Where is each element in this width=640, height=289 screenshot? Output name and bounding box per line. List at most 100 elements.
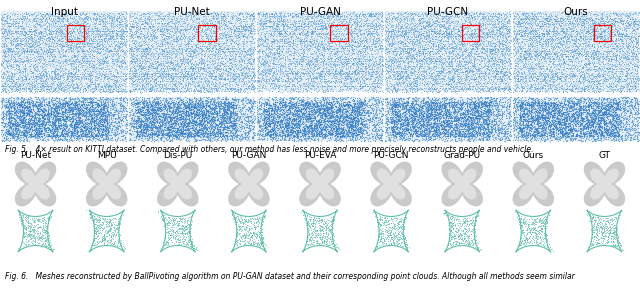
Point [589,227,600,232]
Point [361,58,371,63]
Point [612,107,623,112]
Point [91,86,101,91]
Point [303,27,313,32]
Point [584,25,594,29]
Point [72,125,82,129]
Point [0,89,8,94]
Point [248,58,258,63]
Point [399,121,410,125]
Point [178,127,188,131]
Point [49,129,60,134]
Point [372,71,383,75]
Point [106,27,116,31]
Point [218,118,228,123]
Point [435,30,445,35]
Point [61,14,72,18]
Point [188,66,198,71]
Point [598,111,608,116]
Point [406,112,417,117]
Point [422,42,432,46]
Point [491,46,501,51]
Point [478,21,488,26]
Point [115,102,125,106]
Point [109,240,120,244]
Point [269,86,279,91]
Point [139,54,149,59]
Point [355,130,365,134]
Point [101,95,111,99]
Point [447,20,457,24]
Point [178,115,188,119]
Point [450,51,460,56]
Point [192,83,202,88]
Point [190,89,200,93]
Point [172,36,182,41]
Point [298,116,308,121]
Point [630,97,640,101]
Point [612,114,623,119]
Point [559,110,569,114]
Point [614,25,625,29]
Point [516,34,526,38]
Point [287,112,298,116]
Point [303,126,313,130]
Point [0,21,10,26]
Point [314,88,324,92]
Point [73,64,83,69]
Point [38,71,49,76]
Point [575,95,586,100]
Point [169,37,179,42]
Point [463,54,474,58]
Point [447,74,458,79]
Point [250,241,260,246]
Point [484,61,494,66]
Point [259,113,269,118]
Point [36,16,47,21]
Point [236,117,246,122]
Point [47,68,57,73]
Point [83,41,93,45]
Point [180,105,191,110]
Point [100,129,110,134]
Point [614,76,624,81]
Point [64,103,74,108]
Point [449,40,459,44]
Point [205,86,215,91]
Point [134,101,144,105]
Point [526,137,536,142]
Point [169,21,179,25]
Point [42,101,52,105]
Point [130,44,140,49]
Point [492,71,502,76]
Point [559,24,570,29]
Point [311,124,321,129]
Point [627,100,637,105]
Point [598,38,608,42]
Point [605,68,616,73]
Point [464,59,474,64]
Point [580,29,591,34]
Point [519,222,529,226]
Point [298,105,308,110]
Point [386,123,396,128]
Point [41,84,51,88]
Point [24,16,34,21]
Point [99,121,109,125]
Point [463,17,473,22]
Point [232,135,243,140]
Point [402,131,412,136]
Point [127,80,138,85]
Point [472,114,482,118]
Point [308,217,318,222]
Point [564,58,575,63]
Point [444,15,454,20]
Point [243,120,253,124]
Point [470,10,481,14]
Point [455,112,465,117]
Point [429,117,439,121]
Point [616,88,626,92]
Point [116,39,127,44]
Point [483,101,493,105]
Point [452,45,462,50]
Point [594,58,604,63]
